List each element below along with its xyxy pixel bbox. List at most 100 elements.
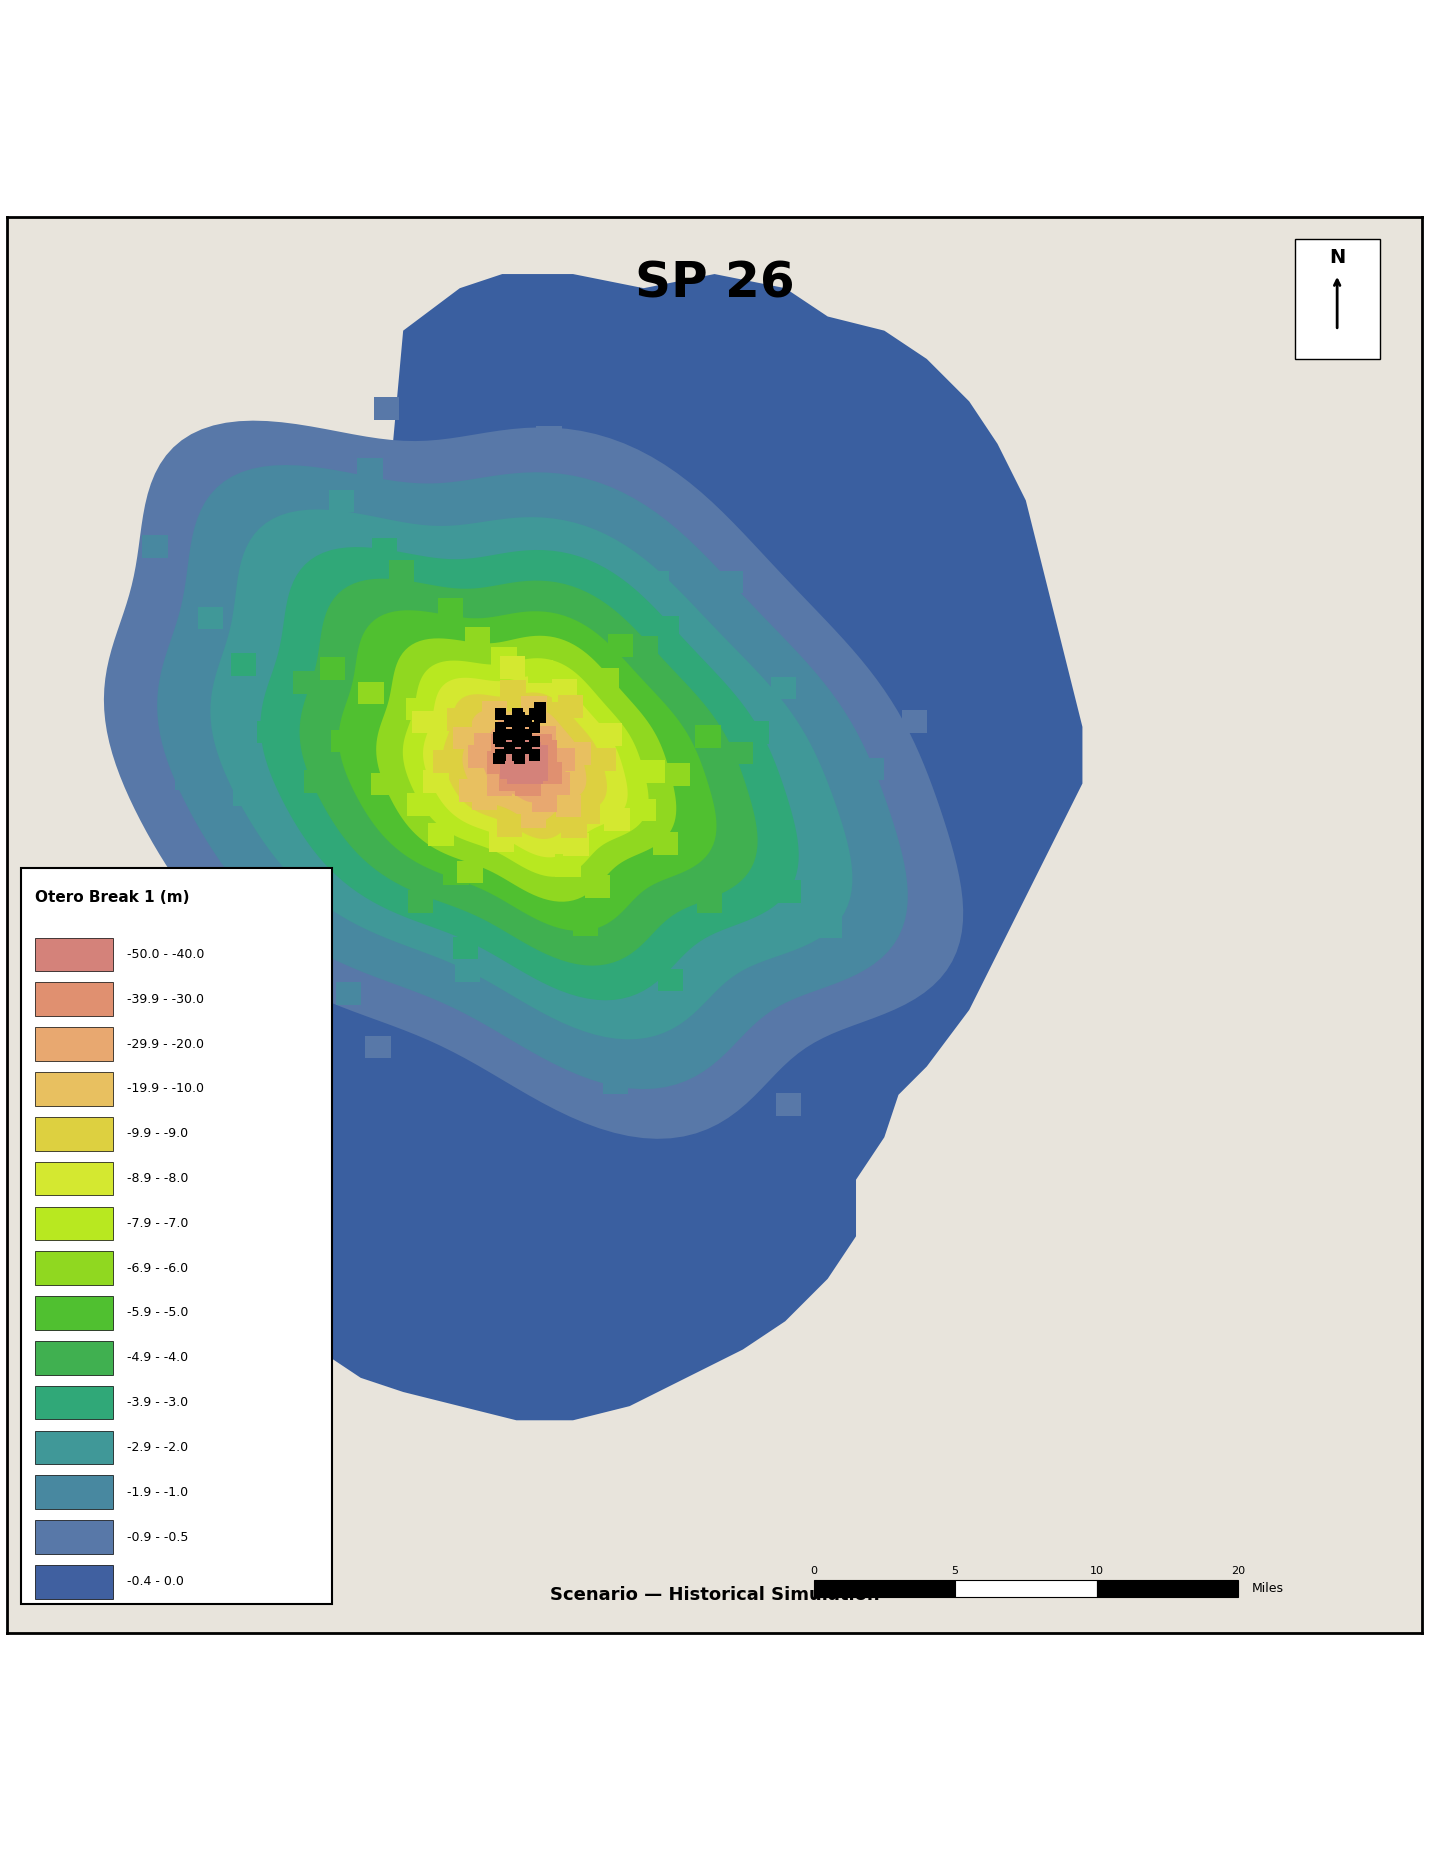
Bar [657, 969, 683, 992]
Text: -4.9 - -4.0: -4.9 - -4.0 [127, 1350, 189, 1363]
Bar [457, 860, 483, 884]
Bar [556, 796, 582, 818]
Text: -29.9 - -20.0: -29.9 - -20.0 [127, 1038, 204, 1051]
Bar [522, 696, 547, 718]
Bar [544, 771, 570, 796]
Bar [516, 742, 540, 764]
Bar [499, 770, 524, 792]
Text: Scenario — Historical Simulation: Scenario — Historical Simulation [550, 1585, 879, 1604]
Bar [503, 716, 514, 727]
Bar [474, 733, 500, 757]
Polygon shape [499, 740, 549, 786]
Text: 5: 5 [952, 1565, 959, 1576]
Bar [530, 725, 556, 749]
Bar [512, 749, 523, 760]
Bar [293, 672, 319, 694]
Bar [593, 668, 619, 690]
Bar [522, 746, 547, 768]
Bar [36, 1117, 113, 1151]
Text: -3.9 - -3.0: -3.9 - -3.0 [127, 1397, 189, 1410]
Bar [727, 742, 753, 764]
Bar [905, 927, 930, 949]
Bar [514, 722, 526, 733]
Bar [745, 722, 769, 744]
Bar [389, 561, 414, 583]
Bar [536, 426, 562, 448]
Text: Miles: Miles [1252, 1582, 1285, 1595]
Text: 20: 20 [1230, 1565, 1245, 1576]
Polygon shape [463, 709, 586, 821]
Bar [357, 459, 383, 481]
Bar [197, 607, 223, 629]
Text: Otero Break 1 (m): Otero Break 1 (m) [36, 890, 190, 905]
Polygon shape [157, 464, 907, 1090]
Bar [482, 701, 507, 723]
Bar [412, 710, 437, 733]
Bar [520, 716, 532, 727]
Bar [503, 729, 514, 740]
Bar [487, 773, 513, 796]
Bar [860, 903, 886, 925]
Bar [552, 679, 577, 701]
Bar [36, 1073, 113, 1106]
Bar [607, 635, 633, 657]
Bar [522, 758, 547, 781]
Polygon shape [423, 675, 627, 857]
Bar [503, 742, 514, 753]
Text: -50.0 - -40.0: -50.0 - -40.0 [127, 947, 204, 960]
Text: N: N [1329, 248, 1345, 266]
Bar [584, 875, 610, 897]
Bar [437, 598, 463, 622]
Bar [550, 747, 576, 771]
Bar [563, 832, 589, 857]
Bar [562, 816, 587, 838]
Bar [816, 916, 842, 938]
Bar [566, 742, 592, 766]
Bar [653, 832, 679, 855]
Bar [529, 709, 540, 720]
Bar [447, 709, 472, 731]
Bar [423, 770, 449, 792]
Bar [36, 1162, 113, 1195]
Polygon shape [300, 579, 757, 966]
Bar [36, 1206, 113, 1240]
Bar [500, 757, 526, 779]
Bar [36, 1565, 113, 1598]
Text: -8.9 - -8.0: -8.9 - -8.0 [127, 1173, 189, 1186]
Bar [534, 712, 546, 723]
Text: -39.9 - -30.0: -39.9 - -30.0 [127, 993, 204, 1006]
Polygon shape [104, 420, 963, 1140]
Bar [603, 1071, 629, 1095]
Bar [503, 742, 514, 753]
Text: -5.9 - -5.0: -5.9 - -5.0 [127, 1306, 189, 1319]
Bar [143, 535, 167, 557]
Bar [257, 722, 283, 744]
Bar [36, 982, 113, 1016]
Bar [514, 733, 526, 744]
Bar [529, 736, 540, 747]
Bar [534, 701, 546, 712]
Bar [174, 768, 200, 790]
Bar [514, 753, 526, 764]
Bar [770, 677, 796, 699]
Bar [517, 762, 543, 784]
Bar [36, 1297, 113, 1330]
Bar [320, 657, 346, 681]
Bar [499, 716, 524, 738]
Bar [500, 742, 526, 764]
Bar [406, 697, 432, 720]
Bar [573, 914, 599, 936]
Bar [512, 709, 523, 720]
Bar [520, 742, 532, 753]
Bar [407, 890, 433, 914]
Bar [493, 753, 504, 764]
Text: -0.4 - 0.0: -0.4 - 0.0 [127, 1576, 184, 1589]
Bar [487, 751, 513, 773]
Bar [453, 727, 479, 749]
Bar [233, 783, 259, 805]
Bar [955, 1580, 1096, 1597]
Text: -19.9 - -10.0: -19.9 - -10.0 [127, 1082, 204, 1095]
Bar [372, 538, 397, 561]
Bar [499, 731, 524, 753]
Text: 0: 0 [810, 1565, 817, 1576]
